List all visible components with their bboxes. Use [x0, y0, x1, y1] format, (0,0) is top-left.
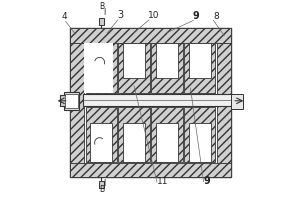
Bar [231, 94, 243, 109]
Bar [90, 43, 112, 78]
Bar [189, 43, 211, 78]
Text: 11: 11 [157, 177, 168, 186]
Bar [70, 163, 231, 177]
Text: 9: 9 [204, 176, 210, 186]
Text: 8: 8 [214, 12, 219, 21]
Bar [156, 123, 178, 162]
Bar [83, 94, 232, 106]
Bar [84, 43, 113, 93]
Bar [189, 123, 211, 162]
Bar [70, 28, 231, 177]
Bar [85, 43, 117, 93]
Bar [70, 28, 231, 43]
Bar [118, 107, 150, 162]
Bar [151, 43, 183, 93]
Text: 3: 3 [117, 10, 123, 20]
Bar [64, 92, 79, 110]
Text: 4: 4 [62, 12, 67, 21]
Bar [99, 181, 104, 188]
Bar [60, 95, 67, 106]
Bar [184, 107, 215, 162]
Text: 9: 9 [193, 11, 200, 21]
Text: 10: 10 [148, 11, 160, 20]
Text: B: B [99, 185, 104, 194]
Bar [123, 43, 145, 78]
Bar [123, 123, 145, 162]
Text: B: B [99, 2, 104, 11]
Bar [156, 43, 178, 78]
Bar [90, 123, 112, 162]
Bar [184, 43, 215, 93]
Bar [65, 94, 78, 108]
Bar [99, 18, 104, 25]
Bar [118, 43, 150, 93]
Bar [151, 107, 183, 162]
Text: I: I [103, 179, 105, 188]
Bar [85, 107, 117, 162]
Text: I: I [103, 8, 105, 17]
Bar [217, 43, 231, 163]
Bar [70, 43, 84, 163]
